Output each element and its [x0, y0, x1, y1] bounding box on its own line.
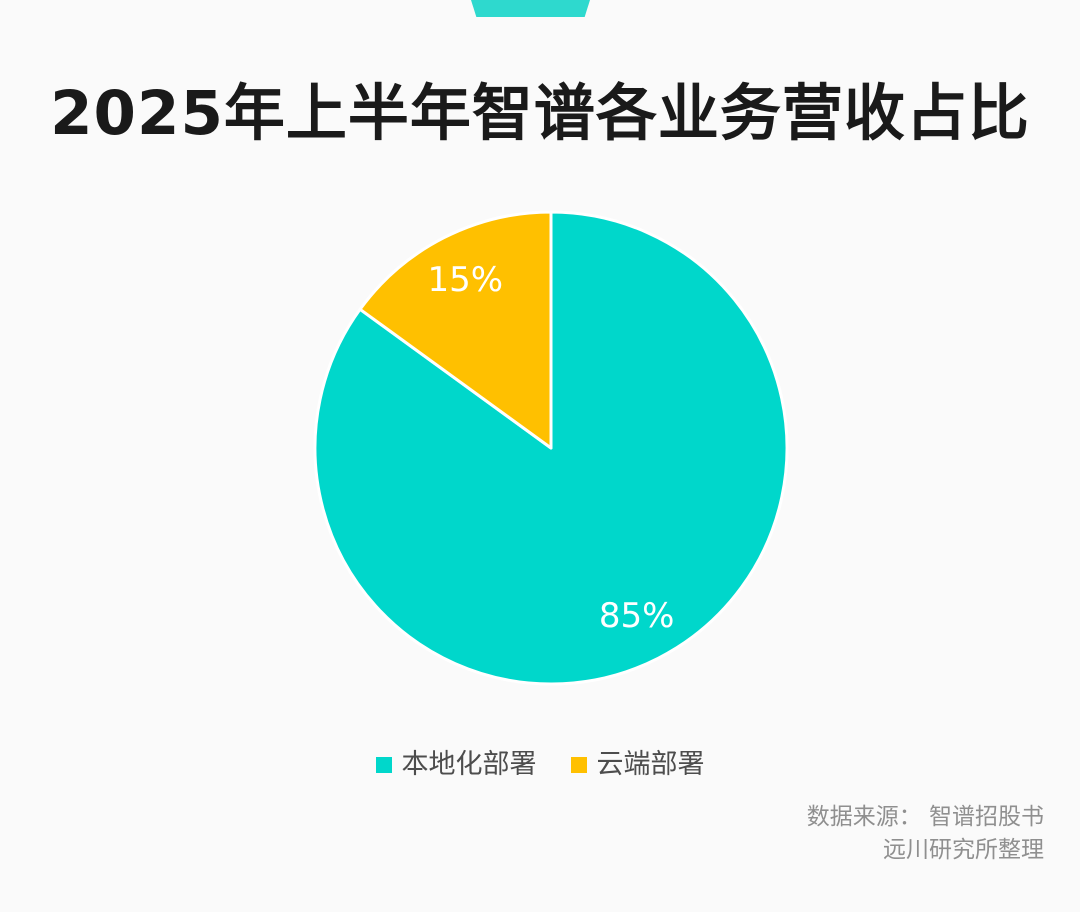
pie-slice-label-1: 15%	[428, 260, 504, 300]
legend-item-cloud-deployment: 云端部署	[570, 749, 705, 781]
pie-slice-label-0: 85%	[599, 596, 675, 636]
legend: 本地化部署 云端部署	[0, 749, 1080, 781]
pie-slice-1	[358, 210, 553, 450]
pie-chart: 85% 15%	[311, 208, 791, 688]
top-ribbon-decoration	[471, 0, 590, 17]
legend-item-local-deployment: 本地化部署	[375, 749, 537, 781]
source-note-line1: 数据来源： 智谱招股书	[806, 804, 1044, 830]
chart-title: 2025年上半年智谱各业务营收占比	[50, 78, 1030, 149]
legend-swatch-local-deployment-icon	[375, 757, 392, 773]
legend-label-cloud-deployment: 云端部署	[596, 749, 705, 780]
pie-chart-svg: 85% 15%	[313, 210, 789, 686]
source-note-line2: 远川研究所整理	[883, 837, 1044, 863]
source-note: 数据来源： 智谱招股书 远川研究所整理	[807, 801, 1044, 867]
legend-label-local-deployment: 本地化部署	[401, 749, 537, 780]
legend-swatch-cloud-deployment-icon	[570, 757, 587, 773]
